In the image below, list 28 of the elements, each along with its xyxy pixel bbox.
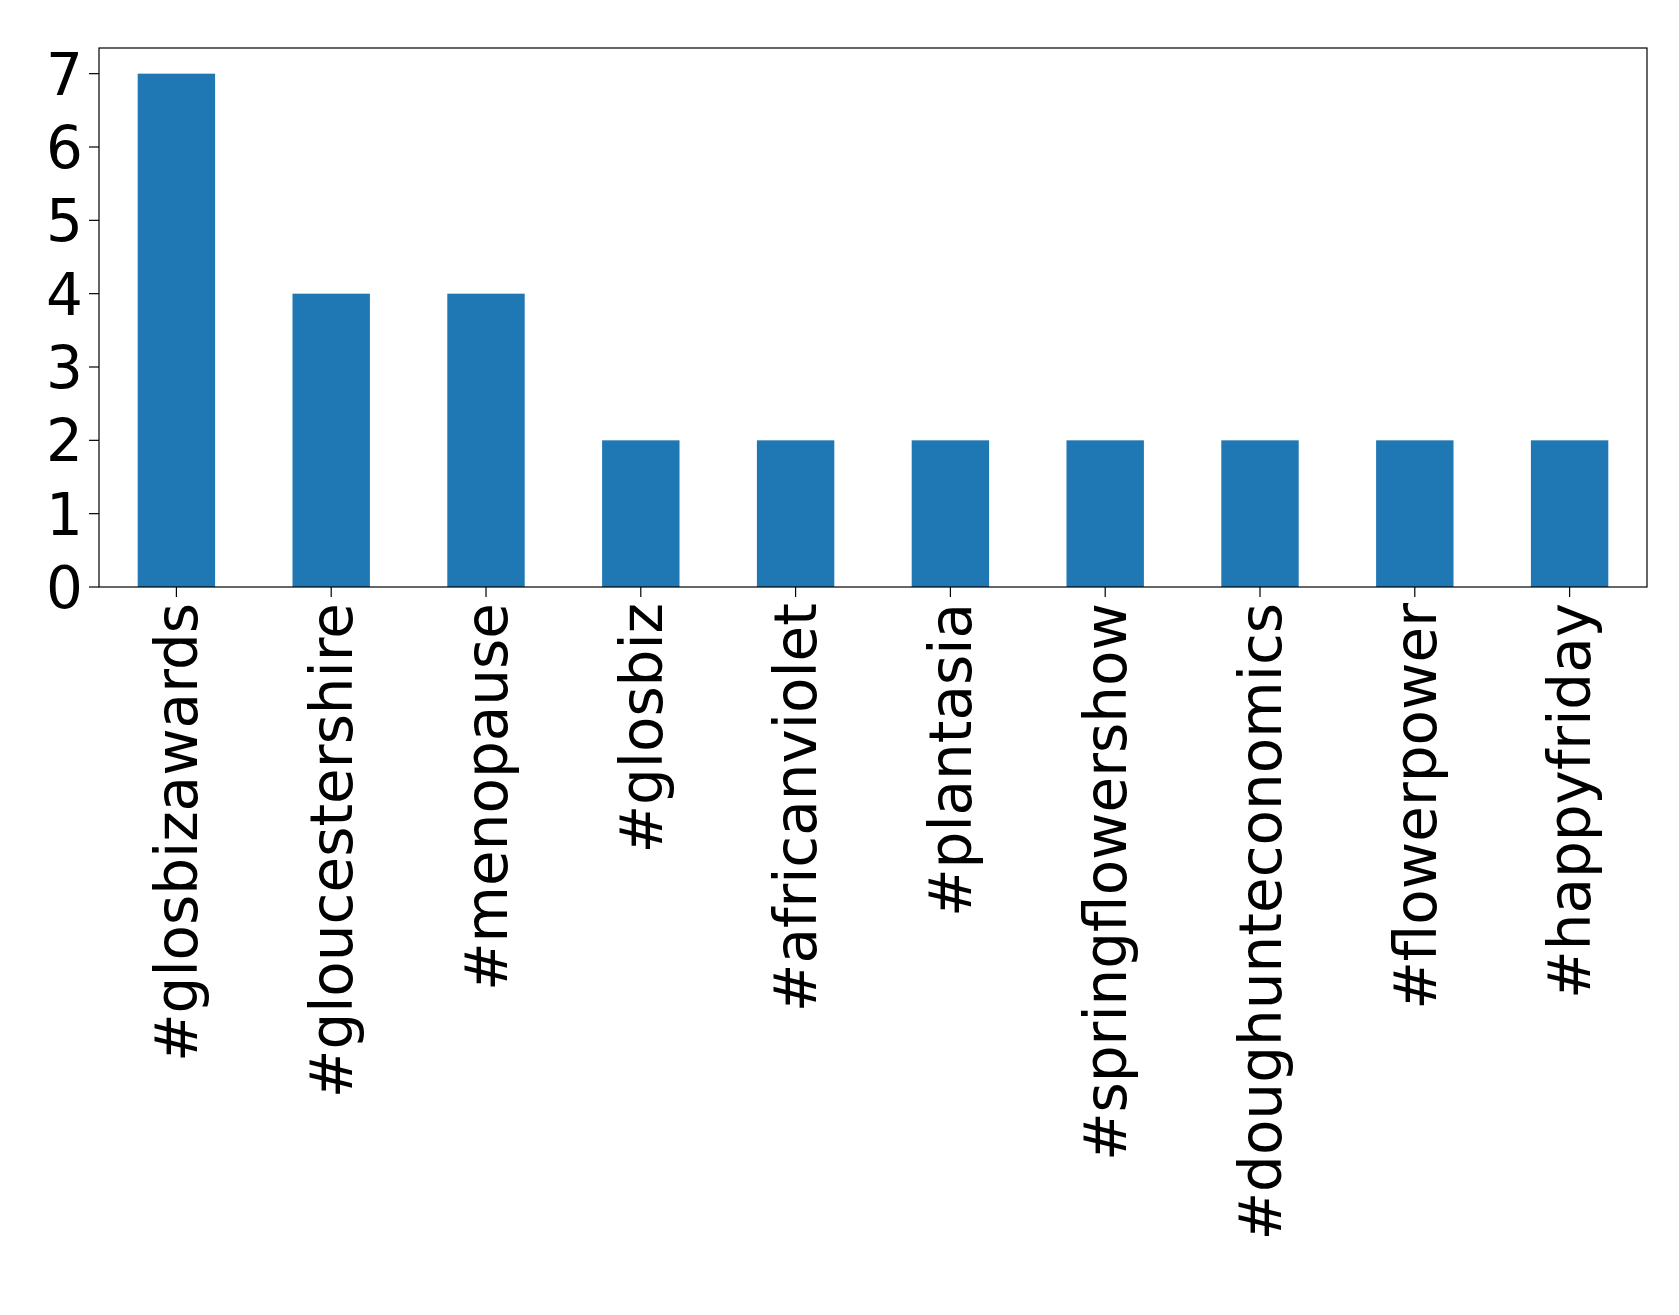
x-tick-label: #plantasia <box>917 603 986 917</box>
bar <box>911 440 990 587</box>
y-tick-label: 7 <box>46 40 83 109</box>
y-tick-label: 4 <box>46 260 83 329</box>
x-tick-label: #gloucestershire <box>298 603 367 1099</box>
x-tick-label: #happyfriday <box>1536 603 1605 999</box>
bar <box>602 440 680 587</box>
bar <box>1221 440 1299 587</box>
y-tick-label: 3 <box>46 333 83 402</box>
y-tick-label: 6 <box>46 113 83 182</box>
y-tick-label: 0 <box>46 553 83 622</box>
bar <box>447 293 525 587</box>
x-tick-label: #glosbizawards <box>143 603 212 1062</box>
y-tick-label: 1 <box>46 480 83 549</box>
bar <box>292 293 370 587</box>
x-tick-label: #flowerpower <box>1381 602 1450 1010</box>
x-tick-label: #doughunteconomics <box>1226 603 1295 1241</box>
bar <box>1376 440 1454 587</box>
bar <box>756 440 835 587</box>
x-tick-label: #glosbiz <box>607 603 676 854</box>
bar <box>137 73 216 587</box>
y-tick-label: 5 <box>46 187 83 256</box>
bar <box>1066 440 1144 587</box>
x-tick-label: #africanviolet <box>762 603 831 1013</box>
x-tick-label: #menopause <box>452 603 521 992</box>
x-tick-label: #springflowershow <box>1072 603 1141 1162</box>
bar <box>1530 440 1609 587</box>
y-tick-label: 2 <box>46 407 83 476</box>
